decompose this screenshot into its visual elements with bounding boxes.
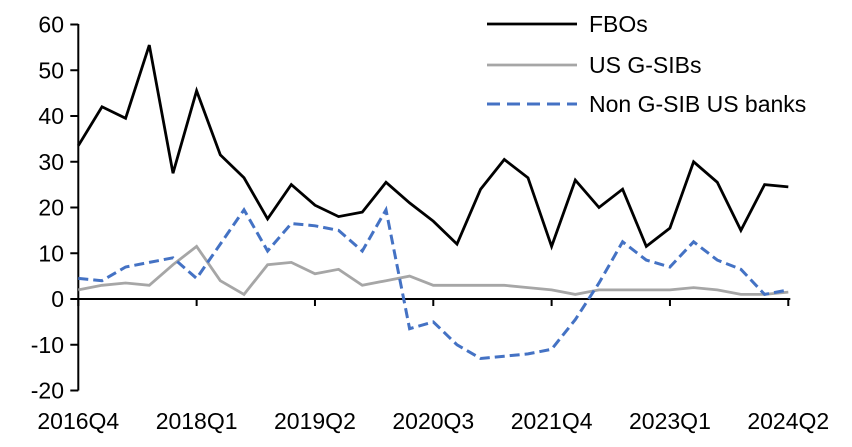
- y-tick-label: 60: [38, 12, 64, 38]
- y-tick-label: 0: [51, 286, 64, 312]
- y-tick-label: -10: [31, 332, 64, 358]
- x-tick-label: 2024Q2: [747, 408, 829, 434]
- x-tick-label: 2023Q1: [629, 408, 711, 434]
- y-tick-label: -20: [31, 378, 64, 404]
- y-tick-label: 10: [38, 240, 64, 266]
- x-tick-label: 2021Q4: [511, 408, 593, 434]
- x-tick-label: 2020Q3: [392, 408, 474, 434]
- legend: FBOs US G-SIBs Non G-SIB US banks: [487, 11, 806, 117]
- axes: 60 50 40 30 20 10 0 -10 -20 2016Q4 2018Q1 2019Q2 202…: [31, 12, 829, 435]
- series-line-us-g-sibs: [78, 244, 789, 297]
- series-lines: [77, 44, 789, 361]
- y-tick-label: 20: [38, 195, 64, 221]
- legend-label-us-gsibs: US G-SIBs: [589, 52, 701, 78]
- y-tick-label: 40: [38, 103, 64, 129]
- legend-label-fbos: FBOs: [589, 11, 648, 37]
- y-tick-label: 30: [38, 149, 64, 175]
- x-tick-label: 2018Q1: [156, 408, 238, 434]
- x-tick-label: 2019Q2: [274, 408, 356, 434]
- series-line-non-g-sib-us-banks: [78, 205, 789, 361]
- legend-label-non-gsib-us-banks: Non G-SIB US banks: [589, 91, 806, 117]
- y-tick-label: 50: [38, 57, 64, 83]
- x-tick-label: 2016Q4: [37, 408, 119, 434]
- series-line-fbos: [77, 44, 789, 251]
